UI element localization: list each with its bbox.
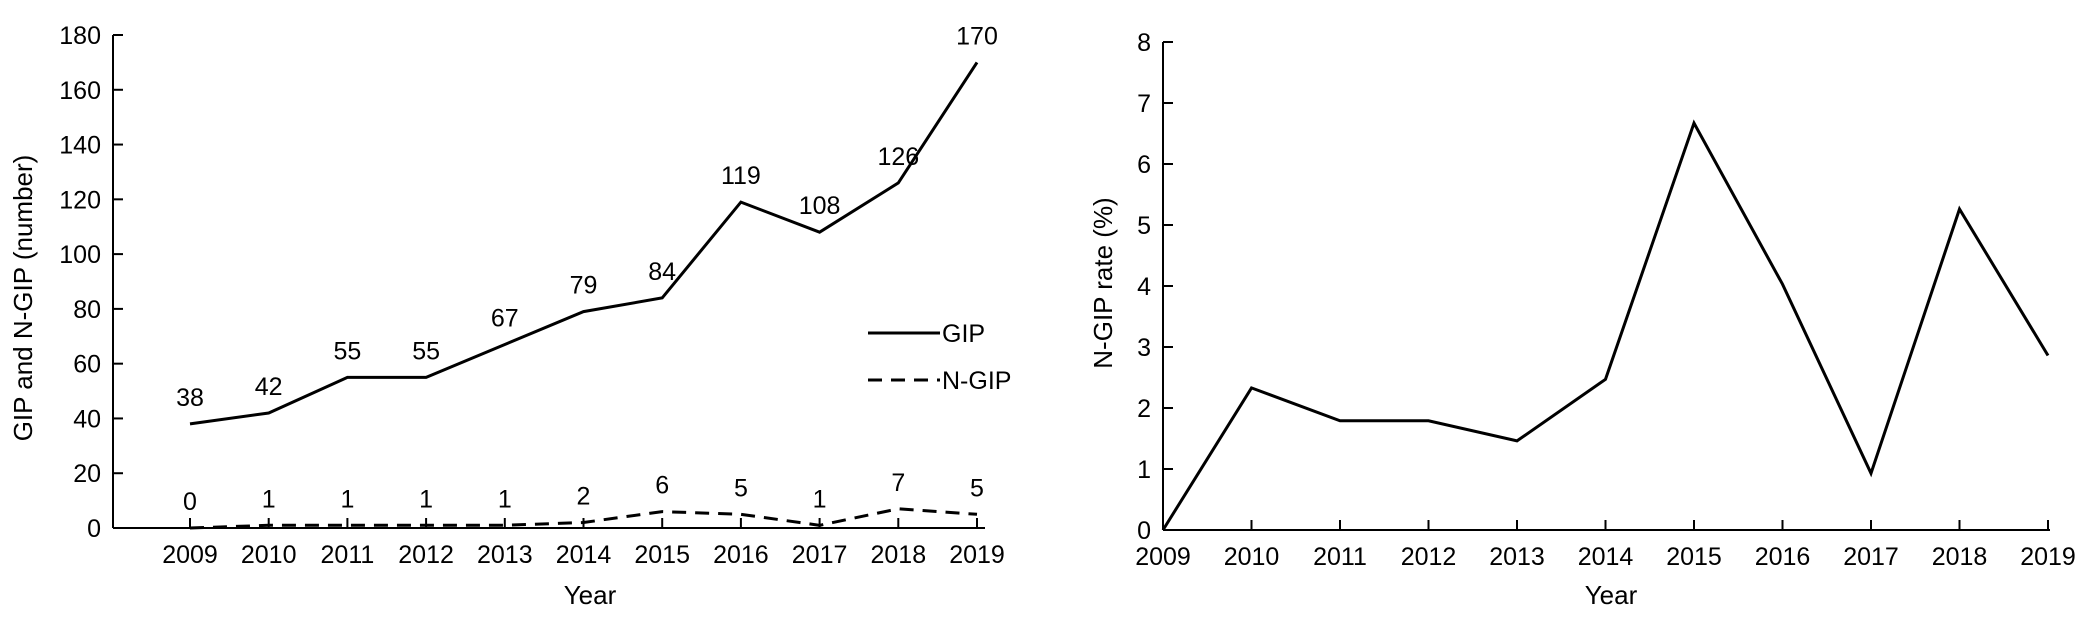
y-tick-label: 8 bbox=[1137, 29, 1151, 57]
x-tick-label: 2018 bbox=[870, 541, 926, 569]
series-line-rate bbox=[1161, 119, 2050, 531]
data-label-gip: 67 bbox=[491, 304, 519, 332]
y-tick-label: 0 bbox=[1137, 517, 1151, 545]
legend-ngip-label: N-GIP bbox=[942, 367, 1011, 395]
data-label-n-gip: 7 bbox=[891, 469, 905, 497]
y-tick-label: 7 bbox=[1137, 90, 1151, 118]
y-tick-label: 100 bbox=[59, 241, 101, 269]
data-label-gip: 108 bbox=[799, 192, 841, 220]
data-label-n-gip: 5 bbox=[734, 474, 748, 502]
data-label-gip: 55 bbox=[412, 337, 440, 365]
y-tick-label: 160 bbox=[59, 77, 101, 105]
x-tick-label: 2017 bbox=[1843, 543, 1899, 571]
x-tick-label: 2012 bbox=[398, 541, 454, 569]
data-label-gip: 79 bbox=[570, 272, 598, 300]
y-tick-label: 20 bbox=[73, 460, 101, 488]
y-tick-label: 140 bbox=[59, 132, 101, 160]
data-label-n-gip: 0 bbox=[183, 488, 197, 516]
right-axes: 0 1 2 3 4 5 6 7 8 2009 2010 2011 2012 2013 2014 2015 201… bbox=[1135, 29, 2076, 571]
y-tick-label: 180 bbox=[59, 22, 101, 50]
legend: GIP N-GIP bbox=[868, 320, 1011, 395]
data-label-n-gip: 6 bbox=[655, 472, 669, 500]
x-tick-label: 2009 bbox=[1135, 543, 1191, 571]
x-tick-label: 2016 bbox=[713, 541, 769, 569]
data-label-gip: 170 bbox=[956, 22, 998, 50]
x-tick-label: 2012 bbox=[1401, 543, 1457, 571]
x-tick-label: 2017 bbox=[792, 541, 848, 569]
series-line-n-gip bbox=[189, 507, 978, 530]
x-tick-label: 2009 bbox=[162, 541, 218, 569]
data-label-gip: 119 bbox=[721, 162, 761, 190]
y-tick-label: 40 bbox=[73, 405, 101, 433]
data-label-gip: 38 bbox=[176, 384, 204, 412]
data-label-n-gip: 1 bbox=[498, 485, 512, 513]
y-tick-label: 80 bbox=[73, 296, 101, 324]
data-label-n-gip: 1 bbox=[340, 485, 354, 513]
y-tick-label: 1 bbox=[1137, 456, 1151, 484]
series-line-gip bbox=[189, 61, 979, 426]
y-tick-label: 6 bbox=[1137, 151, 1151, 179]
x-tick-label: 2010 bbox=[241, 541, 297, 569]
data-label-n-gip: 1 bbox=[419, 485, 433, 513]
x-tick-label: 2013 bbox=[1489, 543, 1545, 571]
data-label-n-gip: 1 bbox=[813, 485, 827, 513]
legend-gip-label: GIP bbox=[942, 320, 985, 348]
data-label-n-gip: 1 bbox=[262, 485, 276, 513]
y-tick-label: 0 bbox=[87, 515, 101, 543]
left-y-axis-title: GIP and N-GIP (number) bbox=[8, 155, 38, 442]
x-tick-label: 2014 bbox=[556, 541, 612, 569]
left-x-axis-title: Year bbox=[564, 580, 617, 610]
right-series bbox=[1161, 119, 2050, 531]
data-label-n-gip: 5 bbox=[970, 474, 984, 502]
y-tick-label: 5 bbox=[1137, 212, 1151, 240]
right-y-axis-title: N-GIP rate (%) bbox=[1088, 197, 1118, 368]
x-tick-label: 2010 bbox=[1224, 543, 1280, 571]
x-tick-label: 2016 bbox=[1755, 543, 1811, 571]
x-tick-label: 2015 bbox=[1666, 543, 1722, 571]
data-label-gip: 126 bbox=[877, 143, 919, 171]
data-label-n-gip: 2 bbox=[577, 483, 591, 511]
x-tick-label: 2011 bbox=[1313, 543, 1367, 571]
data-label-gip: 84 bbox=[648, 258, 676, 286]
left-series bbox=[189, 61, 979, 530]
ngip-rate-chart: 0 1 2 3 4 5 6 7 8 2009 2010 2011 2012 2013 2014 2015 201… bbox=[1088, 29, 2076, 610]
x-tick-label: 2014 bbox=[1578, 543, 1634, 571]
x-tick-label: 2019 bbox=[2020, 543, 2076, 571]
x-tick-label: 2015 bbox=[634, 541, 690, 569]
x-tick-label: 2013 bbox=[477, 541, 533, 569]
x-tick-label: 2018 bbox=[1932, 543, 1988, 571]
y-tick-label: 2 bbox=[1137, 395, 1151, 423]
data-label-gip: 55 bbox=[333, 337, 361, 365]
x-tick-label: 2019 bbox=[949, 541, 1005, 569]
right-x-axis-title: Year bbox=[1585, 580, 1638, 610]
y-tick-label: 60 bbox=[73, 351, 101, 379]
y-tick-label: 4 bbox=[1137, 273, 1151, 301]
x-tick-label: 2011 bbox=[321, 541, 375, 569]
y-tick-label: 3 bbox=[1137, 334, 1151, 362]
data-label-gip: 42 bbox=[255, 373, 283, 401]
y-tick-label: 120 bbox=[59, 186, 101, 214]
